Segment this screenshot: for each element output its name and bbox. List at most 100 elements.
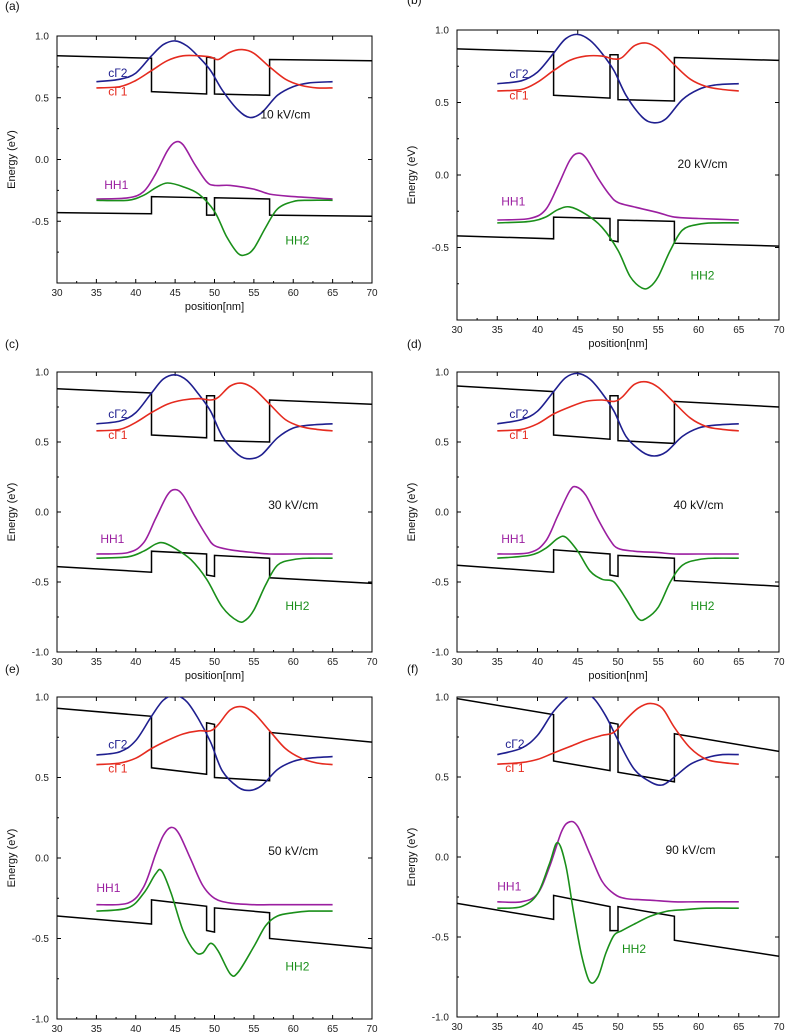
x-tick-label: 65 (733, 325, 745, 336)
y-tick-label: 0.5 (435, 98, 449, 109)
panel-label: (a) (5, 0, 20, 13)
y-tick-label: -1.0 (32, 1015, 50, 1026)
x-tick-label: 30 (51, 1024, 63, 1035)
x-tick-label: 70 (366, 1024, 378, 1035)
series-label-cgamma2: cΓ2 (108, 738, 128, 752)
plot-data (457, 697, 779, 984)
y-tick-label: 1.0 (35, 693, 49, 704)
x-axis-title: position[nm] (185, 670, 244, 682)
x-tick-label: 70 (773, 1022, 785, 1033)
x-tick-label: 55 (248, 657, 260, 668)
x-tick-label: 45 (572, 657, 584, 668)
series-label-hh1: HH1 (104, 178, 128, 192)
series-hh1-line (96, 140, 333, 200)
y-axis-title: Energy (eV) (6, 130, 18, 189)
conduction-band-profile (57, 707, 372, 782)
series-label-hh1: HH1 (100, 532, 124, 546)
y-axis-title: Energy (eV) (6, 483, 18, 542)
x-axis-title: position[nm] (588, 338, 647, 350)
chart-panel-e: (e) 30 35 40 45 50 55 60 65 70 1.0 0.5 0.0 -0.5 -1.0 po… (5, 662, 378, 1035)
series-hh2-line (96, 541, 333, 623)
y-tick-label: -0.5 (32, 217, 50, 228)
valence-band-profile (57, 195, 372, 218)
x-tick-label: 55 (653, 657, 665, 668)
y-tick-label: -0.5 (432, 578, 450, 589)
series-label-hh1: HH1 (497, 880, 521, 894)
x-tick-label: 70 (773, 325, 785, 336)
x-tick-label: 45 (572, 1022, 584, 1033)
x-tick-label: 40 (532, 1022, 544, 1033)
plot-data (457, 33, 779, 290)
y-tick-label: -1.0 (432, 648, 450, 659)
field-strength-label: 50 kV/cm (268, 844, 318, 858)
x-tick-label: 50 (612, 1022, 624, 1033)
x-tick-label: 65 (327, 288, 339, 299)
x-tick-label: 70 (773, 657, 785, 668)
y-tick-label: -0.5 (432, 933, 450, 944)
series-label-hh1: HH1 (501, 532, 525, 546)
series-label-cgamma1: cΓ1 (108, 762, 128, 776)
series-label-hh1: HH1 (96, 881, 120, 895)
y-tick-label: 1.0 (35, 32, 49, 43)
series-hh1-line (497, 485, 739, 555)
series-label-cgamma1: cΓ1 (505, 761, 525, 775)
series-cgamma2-line (497, 372, 739, 457)
y-tick-label: 0.0 (35, 854, 49, 865)
field-strength-label: 20 kV/cm (678, 157, 728, 171)
plot-data (57, 697, 372, 977)
x-tick-label: 50 (209, 288, 221, 299)
chart-panel-f: (f) 30 35 40 45 50 55 60 65 70 1.0 0.5 0.0 -0.5 -1.0 po… (406, 662, 785, 1036)
series-label-hh2: HH2 (285, 960, 309, 974)
y-tick-label: 0.0 (435, 508, 449, 519)
series-label-cgamma1: cΓ1 (108, 428, 128, 442)
panel-label: (f) (407, 662, 418, 676)
x-tick-label: 35 (492, 1022, 504, 1033)
panel-label: (d) (407, 337, 422, 351)
series-cgamma2-line (497, 697, 739, 787)
y-tick-label: -1.0 (432, 1013, 450, 1024)
series-hh2-line (497, 535, 739, 622)
y-tick-label: 0.5 (35, 438, 49, 449)
field-strength-label: 40 kV/cm (673, 498, 723, 512)
valence-band-profile (457, 548, 779, 587)
x-tick-label: 50 (612, 325, 624, 336)
x-tick-label: 65 (733, 657, 745, 668)
field-strength-label: 10 kV/cm (260, 108, 310, 122)
conduction-band-profile (457, 697, 779, 783)
series-hh2-line (497, 841, 739, 984)
series-hh1-line (96, 826, 333, 906)
x-tick-label: 35 (91, 1024, 103, 1035)
series-label-cgamma2: cΓ2 (108, 66, 128, 80)
x-tick-label: 50 (612, 657, 624, 668)
series-label-cgamma2: cΓ2 (509, 407, 529, 421)
y-tick-label: 1.0 (435, 368, 449, 379)
series-cgamma1-line (497, 42, 739, 92)
series-hh2-line (96, 182, 333, 257)
y-tick-label: 0.0 (435, 853, 449, 864)
x-tick-label: 55 (653, 1022, 665, 1033)
field-strength-label: 30 kV/cm (268, 498, 318, 512)
series-label-hh2: HH2 (690, 268, 714, 282)
x-tick-label: 65 (327, 657, 339, 668)
y-tick-label: 0.0 (35, 508, 49, 519)
x-tick-label: 40 (130, 657, 142, 668)
series-label-hh2: HH2 (285, 599, 309, 613)
y-tick-label: 1.0 (35, 368, 49, 379)
panel-label: (b) (407, 0, 422, 7)
x-tick-label: 55 (248, 288, 260, 299)
x-tick-label: 60 (288, 288, 300, 299)
series-cgamma1-line (497, 380, 739, 432)
series-label-cgamma2: cΓ2 (505, 737, 525, 751)
series-label-cgamma1: cΓ1 (509, 428, 529, 442)
x-tick-label: 30 (451, 325, 463, 336)
chart-panel-b: (b) 30 35 40 45 50 55 60 65 70 1.0 0.5 0.0 -0.5 positi… (406, 0, 785, 350)
valence-band-profile (457, 216, 779, 247)
x-tick-label: 45 (572, 325, 584, 336)
x-axis-title: position[nm] (588, 670, 647, 682)
plot-data (57, 40, 372, 257)
x-tick-label: 30 (51, 657, 63, 668)
x-tick-label: 65 (733, 1022, 745, 1033)
x-tick-label: 65 (327, 1024, 339, 1035)
y-tick-label: -1.0 (32, 648, 50, 659)
